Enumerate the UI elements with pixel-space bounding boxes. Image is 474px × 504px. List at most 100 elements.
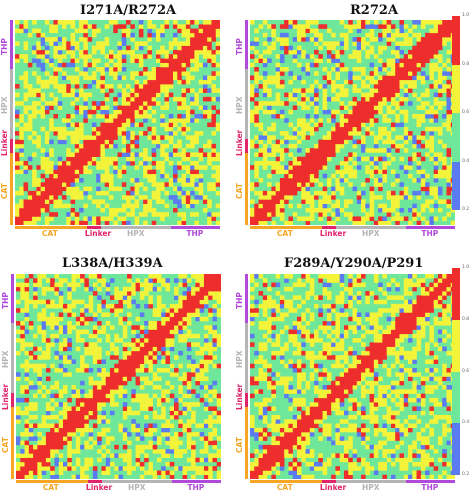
heatmap-cell	[335, 212, 340, 217]
heatmap-cell	[44, 105, 50, 110]
heatmap-cell	[211, 37, 217, 42]
heatmap-cell	[194, 152, 199, 157]
heatmap-cell	[433, 49, 439, 55]
heatmap-cell	[186, 419, 192, 424]
heatmap-cell	[378, 135, 383, 140]
heatmap-cell	[174, 397, 179, 403]
heatmap-cell	[138, 88, 144, 93]
heatmap-cell	[121, 165, 127, 170]
heatmap-cell	[173, 32, 178, 38]
heatmap-cell	[15, 139, 20, 145]
heatmap-cell	[104, 126, 110, 132]
heatmap-cell	[412, 389, 417, 394]
heatmap-cell	[279, 182, 285, 187]
heatmap-cell	[130, 109, 135, 115]
heatmap-cell	[420, 461, 426, 467]
heatmap-cell	[343, 474, 349, 479]
heatmap-cell	[156, 303, 162, 309]
heatmap-cell	[318, 32, 323, 38]
heatmap-cell	[429, 190, 434, 196]
heatmap-cell	[399, 207, 405, 213]
heatmap-cell	[262, 414, 268, 420]
heatmap-cell	[361, 325, 366, 330]
heatmap-cell	[16, 470, 21, 476]
heatmap-cell	[155, 165, 161, 170]
heatmap-cell	[168, 139, 174, 145]
heatmap-cell	[71, 427, 77, 433]
heatmap-cell	[262, 84, 268, 89]
heatmap-cell	[144, 355, 149, 360]
heatmap-cell	[178, 295, 183, 300]
heatmap-cell	[117, 66, 123, 72]
heatmap-cell	[168, 92, 174, 98]
heatmap-cell	[442, 346, 447, 352]
heatmap-cell	[437, 84, 443, 89]
heatmap-cell	[71, 278, 77, 283]
heatmap-cell	[36, 109, 41, 115]
heatmap-cell	[442, 160, 447, 166]
heatmap-cell	[335, 122, 340, 128]
heatmap-cell	[207, 199, 212, 204]
heatmap-cell	[27, 212, 33, 217]
heatmap-cell	[75, 329, 81, 335]
heatmap-cell	[57, 88, 63, 93]
heatmap-cell	[147, 24, 152, 29]
heatmap-cell	[322, 212, 328, 217]
heatmap-cell	[127, 295, 132, 300]
heatmap-cell	[296, 389, 302, 394]
heatmap-cell	[386, 20, 392, 25]
heatmap-cell	[412, 20, 417, 25]
heatmap-cell	[258, 105, 264, 110]
heatmap-cell	[386, 109, 392, 115]
heatmap-cell	[386, 333, 392, 339]
heatmap-cell	[314, 165, 319, 170]
heatmap-cell	[373, 135, 379, 140]
heatmap-cell	[66, 156, 71, 162]
heatmap-cell	[45, 355, 51, 360]
heatmap-cell	[408, 427, 413, 433]
heatmap-cell	[369, 350, 375, 356]
heatmap-cell	[425, 37, 430, 42]
heatmap-cell	[258, 355, 264, 360]
heatmap-cell	[121, 96, 127, 102]
heatmap-cell	[178, 397, 183, 403]
heatmap-cell	[23, 71, 29, 76]
heatmap-cell	[135, 457, 141, 463]
heatmap-cell	[365, 54, 370, 59]
heatmap-cell	[121, 148, 127, 153]
heatmap-cell	[339, 66, 345, 72]
heatmap-cell	[390, 325, 396, 330]
heatmap-cell	[361, 135, 366, 140]
heatmap-cell	[215, 62, 220, 68]
heatmap-cell	[191, 295, 196, 300]
heatmap-cell	[41, 338, 47, 343]
heatmap-cell	[262, 457, 268, 463]
heatmap-cell	[301, 160, 306, 166]
heatmap-cell	[288, 329, 294, 335]
heatmap-cell	[208, 440, 213, 446]
heatmap-cell	[74, 173, 80, 179]
heatmap-cell	[386, 152, 392, 157]
heatmap-cell	[164, 101, 170, 106]
heatmap-cell	[275, 160, 281, 166]
heatmap-cell	[61, 20, 67, 25]
heatmap-cell	[50, 414, 55, 420]
heatmap-cell	[361, 71, 366, 76]
heatmap-cell	[49, 178, 54, 183]
heatmap-cell	[331, 440, 336, 446]
heatmap-cell	[382, 118, 387, 123]
heatmap-cell	[216, 397, 221, 403]
heatmap-cell	[369, 385, 375, 390]
heatmap-cell	[75, 389, 81, 394]
heatmap-cell	[134, 84, 140, 89]
heatmap-cell	[169, 414, 175, 420]
heatmap-cell	[433, 156, 439, 162]
heatmap-cell	[44, 160, 50, 166]
heatmap-cell	[32, 190, 37, 196]
heatmap-cell	[199, 397, 205, 403]
heatmap-cell	[97, 329, 102, 335]
heatmap-cell	[369, 71, 375, 76]
heatmap-cell	[50, 449, 55, 454]
heatmap-cell	[369, 380, 375, 386]
heatmap-cell	[373, 118, 379, 123]
